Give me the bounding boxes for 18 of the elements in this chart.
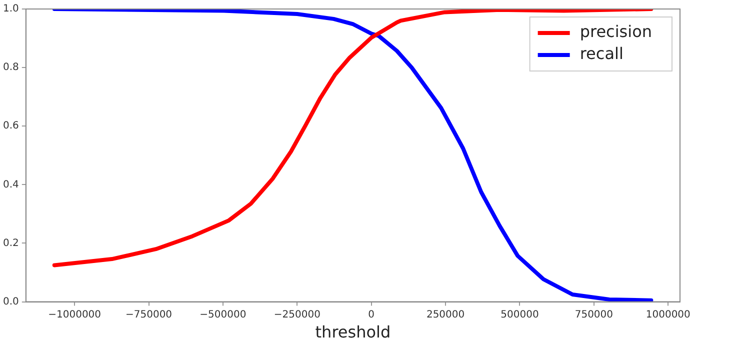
y-tick-label: 0.0 (2, 296, 19, 308)
x-tick-label: 500000 (500, 309, 539, 320)
x-tick-label: −750000 (125, 309, 172, 320)
y-tick-label: 0.2 (2, 238, 19, 249)
y-tick-label: 1.0 (2, 4, 19, 15)
legend-label: precision (580, 22, 652, 42)
y-tick-label: 0.6 (2, 120, 19, 132)
x-tick-label: −250000 (274, 309, 320, 320)
x-tick-label: −500000 (200, 309, 246, 320)
legend-label: recall (580, 44, 624, 64)
x-axis-title: threshold (315, 322, 391, 342)
x-tick-label: 250000 (426, 309, 465, 320)
y-tick-label: 0.4 (2, 179, 19, 190)
x-tick-label: −1000000 (48, 309, 102, 320)
x-tick-label: 1000000 (646, 309, 690, 320)
y-tick-label: 0.8 (2, 62, 19, 74)
x-tick-label: 750000 (574, 309, 614, 320)
x-tick-label: 0 (368, 309, 375, 320)
